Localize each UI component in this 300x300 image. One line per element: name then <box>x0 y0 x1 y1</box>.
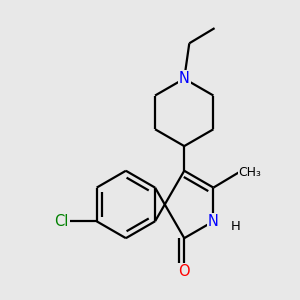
Text: Cl: Cl <box>54 214 68 229</box>
Text: N: N <box>208 214 219 229</box>
Text: H: H <box>230 220 240 233</box>
Text: O: O <box>178 264 190 279</box>
Text: CH₃: CH₃ <box>239 166 262 179</box>
Text: N: N <box>179 71 190 86</box>
